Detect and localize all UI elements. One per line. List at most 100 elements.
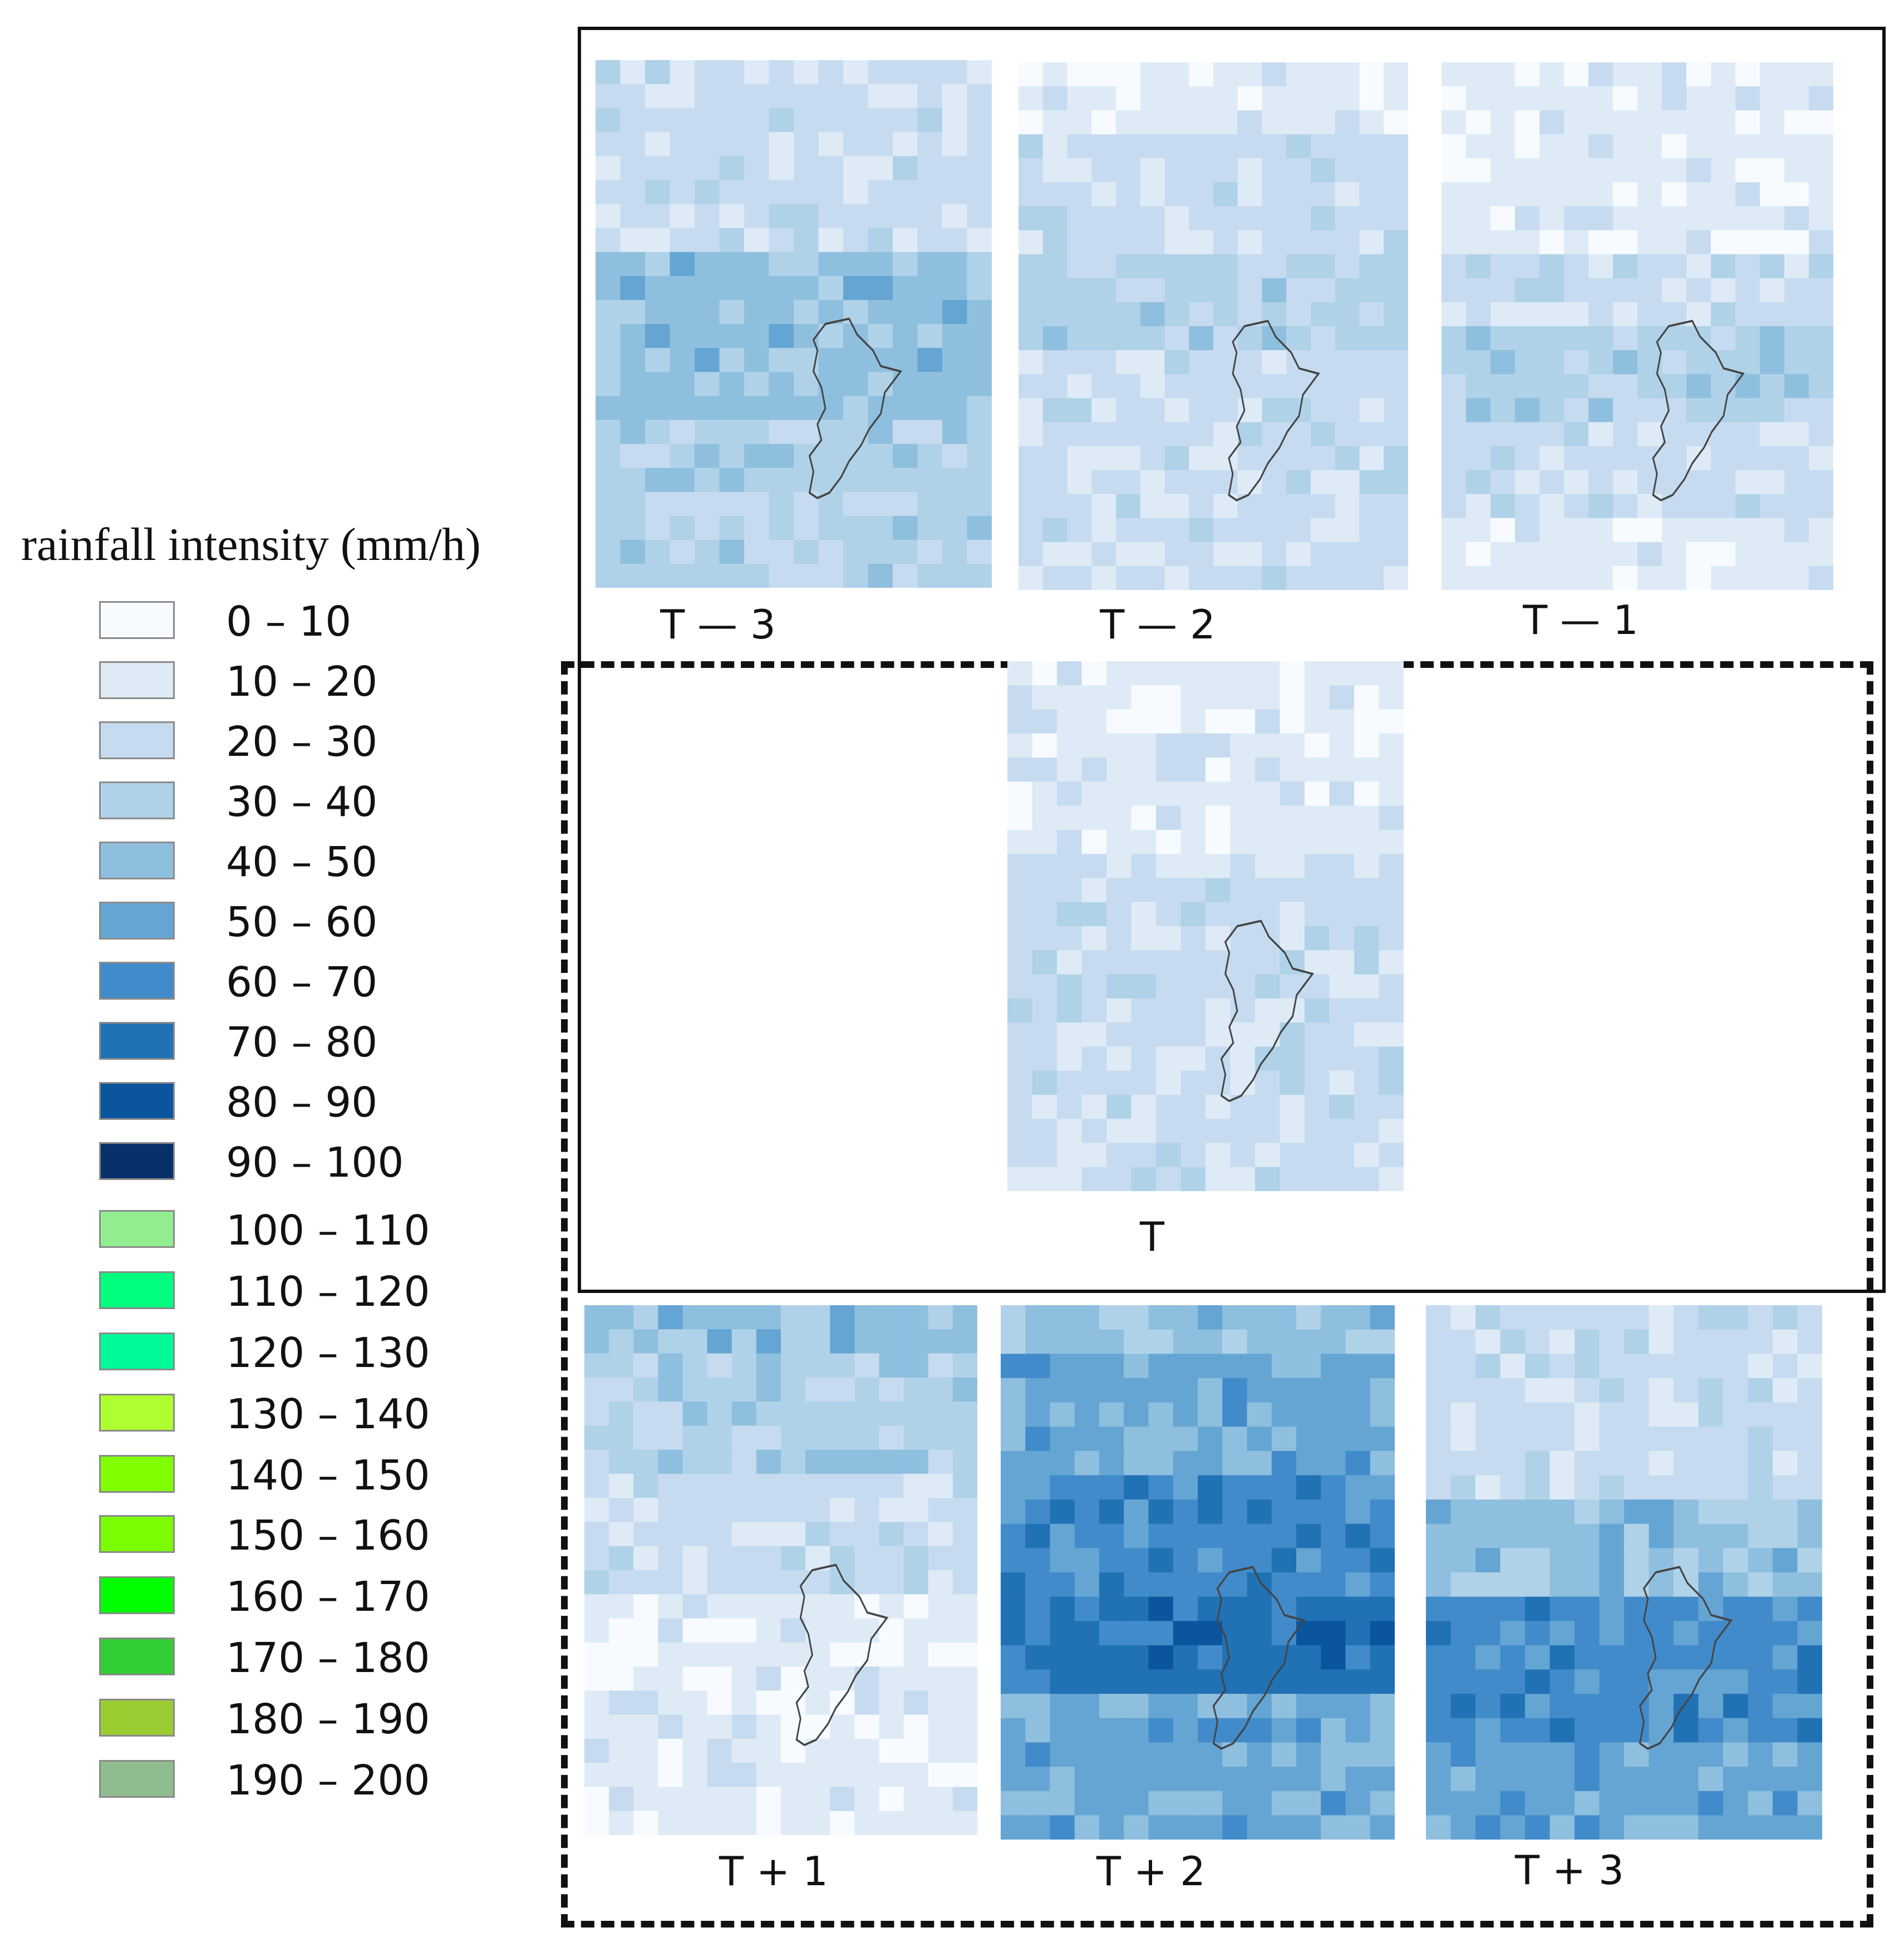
rainfall-cell (1735, 62, 1761, 87)
rainfall-cell (1549, 1669, 1576, 1695)
rainfall-cell (731, 1618, 757, 1644)
rainfall-cell (1784, 350, 1810, 376)
rainfall-cell (1613, 134, 1639, 160)
rainfall-cell (609, 1425, 634, 1451)
rainfall-cell (1057, 805, 1083, 831)
rainfall-cell (584, 1546, 610, 1571)
rainfall-cell (1116, 86, 1142, 112)
rainfall-cell (1525, 1548, 1551, 1574)
rainfall-cell (1050, 1475, 1076, 1501)
rainfall-cell (1384, 494, 1408, 519)
rainfall-cell (1698, 1621, 1724, 1646)
rainfall-cell (1164, 134, 1190, 160)
rainfall-cell (1124, 1329, 1149, 1355)
rainfall-cell (830, 1377, 855, 1403)
rainfall-cell (658, 1594, 683, 1620)
rainfall-cell (658, 1811, 683, 1835)
rainfall-cell (707, 1763, 733, 1788)
rainfall-cell (830, 1594, 855, 1620)
rainfall-cell (805, 1811, 831, 1835)
rainfall-cell (854, 1690, 880, 1716)
rainfall-cell (707, 1329, 733, 1355)
rainfall-cell (1262, 398, 1287, 424)
rainfall-cell (682, 1498, 709, 1523)
rainfall-cell (805, 1642, 831, 1668)
rainfall-cell (1354, 781, 1380, 807)
rainfall-cell (1007, 902, 1033, 927)
rainfall-cell (1007, 1143, 1033, 1168)
rainfall-cell (731, 1449, 757, 1475)
rainfall-cell (1164, 230, 1190, 255)
basin-boundary (795, 1563, 889, 1747)
rainfall-cell (879, 1666, 905, 1692)
rainfall-cell (1515, 182, 1541, 208)
rainfall-cell (719, 372, 745, 397)
rainfall-cell (1426, 1427, 1452, 1452)
rainfall-cell (769, 204, 795, 229)
rainfall-cell (682, 1690, 709, 1716)
rainfall-cell (1539, 110, 1565, 136)
rainfall-cell (952, 1763, 977, 1788)
rainfall-cell (584, 1594, 610, 1620)
rainfall-cell (1748, 1475, 1774, 1501)
rainfall-cell (1539, 446, 1565, 471)
rainfall-cell (1311, 518, 1336, 543)
rainfall-cell (1296, 1305, 1322, 1331)
rainfall-cell (695, 180, 720, 205)
rainfall-cell (1067, 542, 1093, 567)
rainfall-cell (967, 204, 992, 229)
rainfall-cell (928, 1498, 954, 1523)
rainfall-cell (1296, 1791, 1322, 1817)
rainfall-cell (1007, 758, 1033, 783)
rainfall-cell (1230, 998, 1256, 1024)
rainfall-cell (1198, 1427, 1223, 1452)
rainfall-cell (1711, 134, 1736, 160)
rainfall-cell (942, 348, 968, 373)
rainfall-cell (952, 1425, 977, 1451)
rainfall-cell (1081, 902, 1108, 927)
rainfall-cell (1189, 230, 1214, 255)
rainfall-cell (1042, 326, 1068, 351)
rainfall-cell (1206, 854, 1231, 879)
rainfall-cell (1255, 685, 1281, 711)
rainfall-cell (1206, 758, 1231, 783)
rainfall-cell (1007, 878, 1033, 903)
rainfall-cell (1711, 230, 1736, 255)
rainfall-cell (1067, 446, 1093, 471)
rainfall-cell (1711, 182, 1736, 208)
rainfall-cell (928, 1763, 954, 1788)
rainfall-cell (1057, 1119, 1083, 1144)
rainfall-cell (1329, 1167, 1355, 1191)
rainfall-cell (645, 84, 671, 110)
rainfall-cell (1124, 1450, 1149, 1477)
rainfall-cell (1773, 1742, 1798, 1768)
rainfall-cell (1784, 398, 1810, 424)
rainfall-cell (917, 444, 943, 469)
rainfall-cell (1007, 829, 1033, 855)
rainfall-cell (1686, 374, 1712, 400)
rainfall-cell (609, 1498, 634, 1523)
rainfall-cell (952, 1738, 977, 1764)
rainfall-cell (1081, 878, 1108, 903)
rainfall-cell (1345, 1596, 1371, 1622)
rainfall-cell (1588, 86, 1614, 112)
rainfall-cell (1575, 1523, 1600, 1550)
rainfall-cell (1180, 902, 1207, 927)
rainfall-cell (1500, 1596, 1526, 1622)
rainfall-cell (1140, 278, 1165, 303)
rainfall-cell (1140, 254, 1165, 279)
rainfall-cell (1106, 1070, 1132, 1096)
rainfall-cell (1237, 446, 1263, 471)
rainfall-cell (1311, 278, 1336, 303)
rainfall-cell (584, 1763, 610, 1788)
rainfall-cell (1116, 302, 1142, 327)
rainfall-cell (928, 1305, 954, 1331)
rainfall-cell (1450, 1596, 1477, 1622)
rainfall-cell (1686, 350, 1712, 376)
rainfall-cell (818, 252, 844, 277)
rainfall-cell (1140, 446, 1165, 471)
rainfall-cell (1345, 1499, 1371, 1525)
rainfall-map (596, 60, 992, 588)
rainfall-cell (967, 156, 992, 181)
rainfall-cell (1549, 1427, 1576, 1452)
